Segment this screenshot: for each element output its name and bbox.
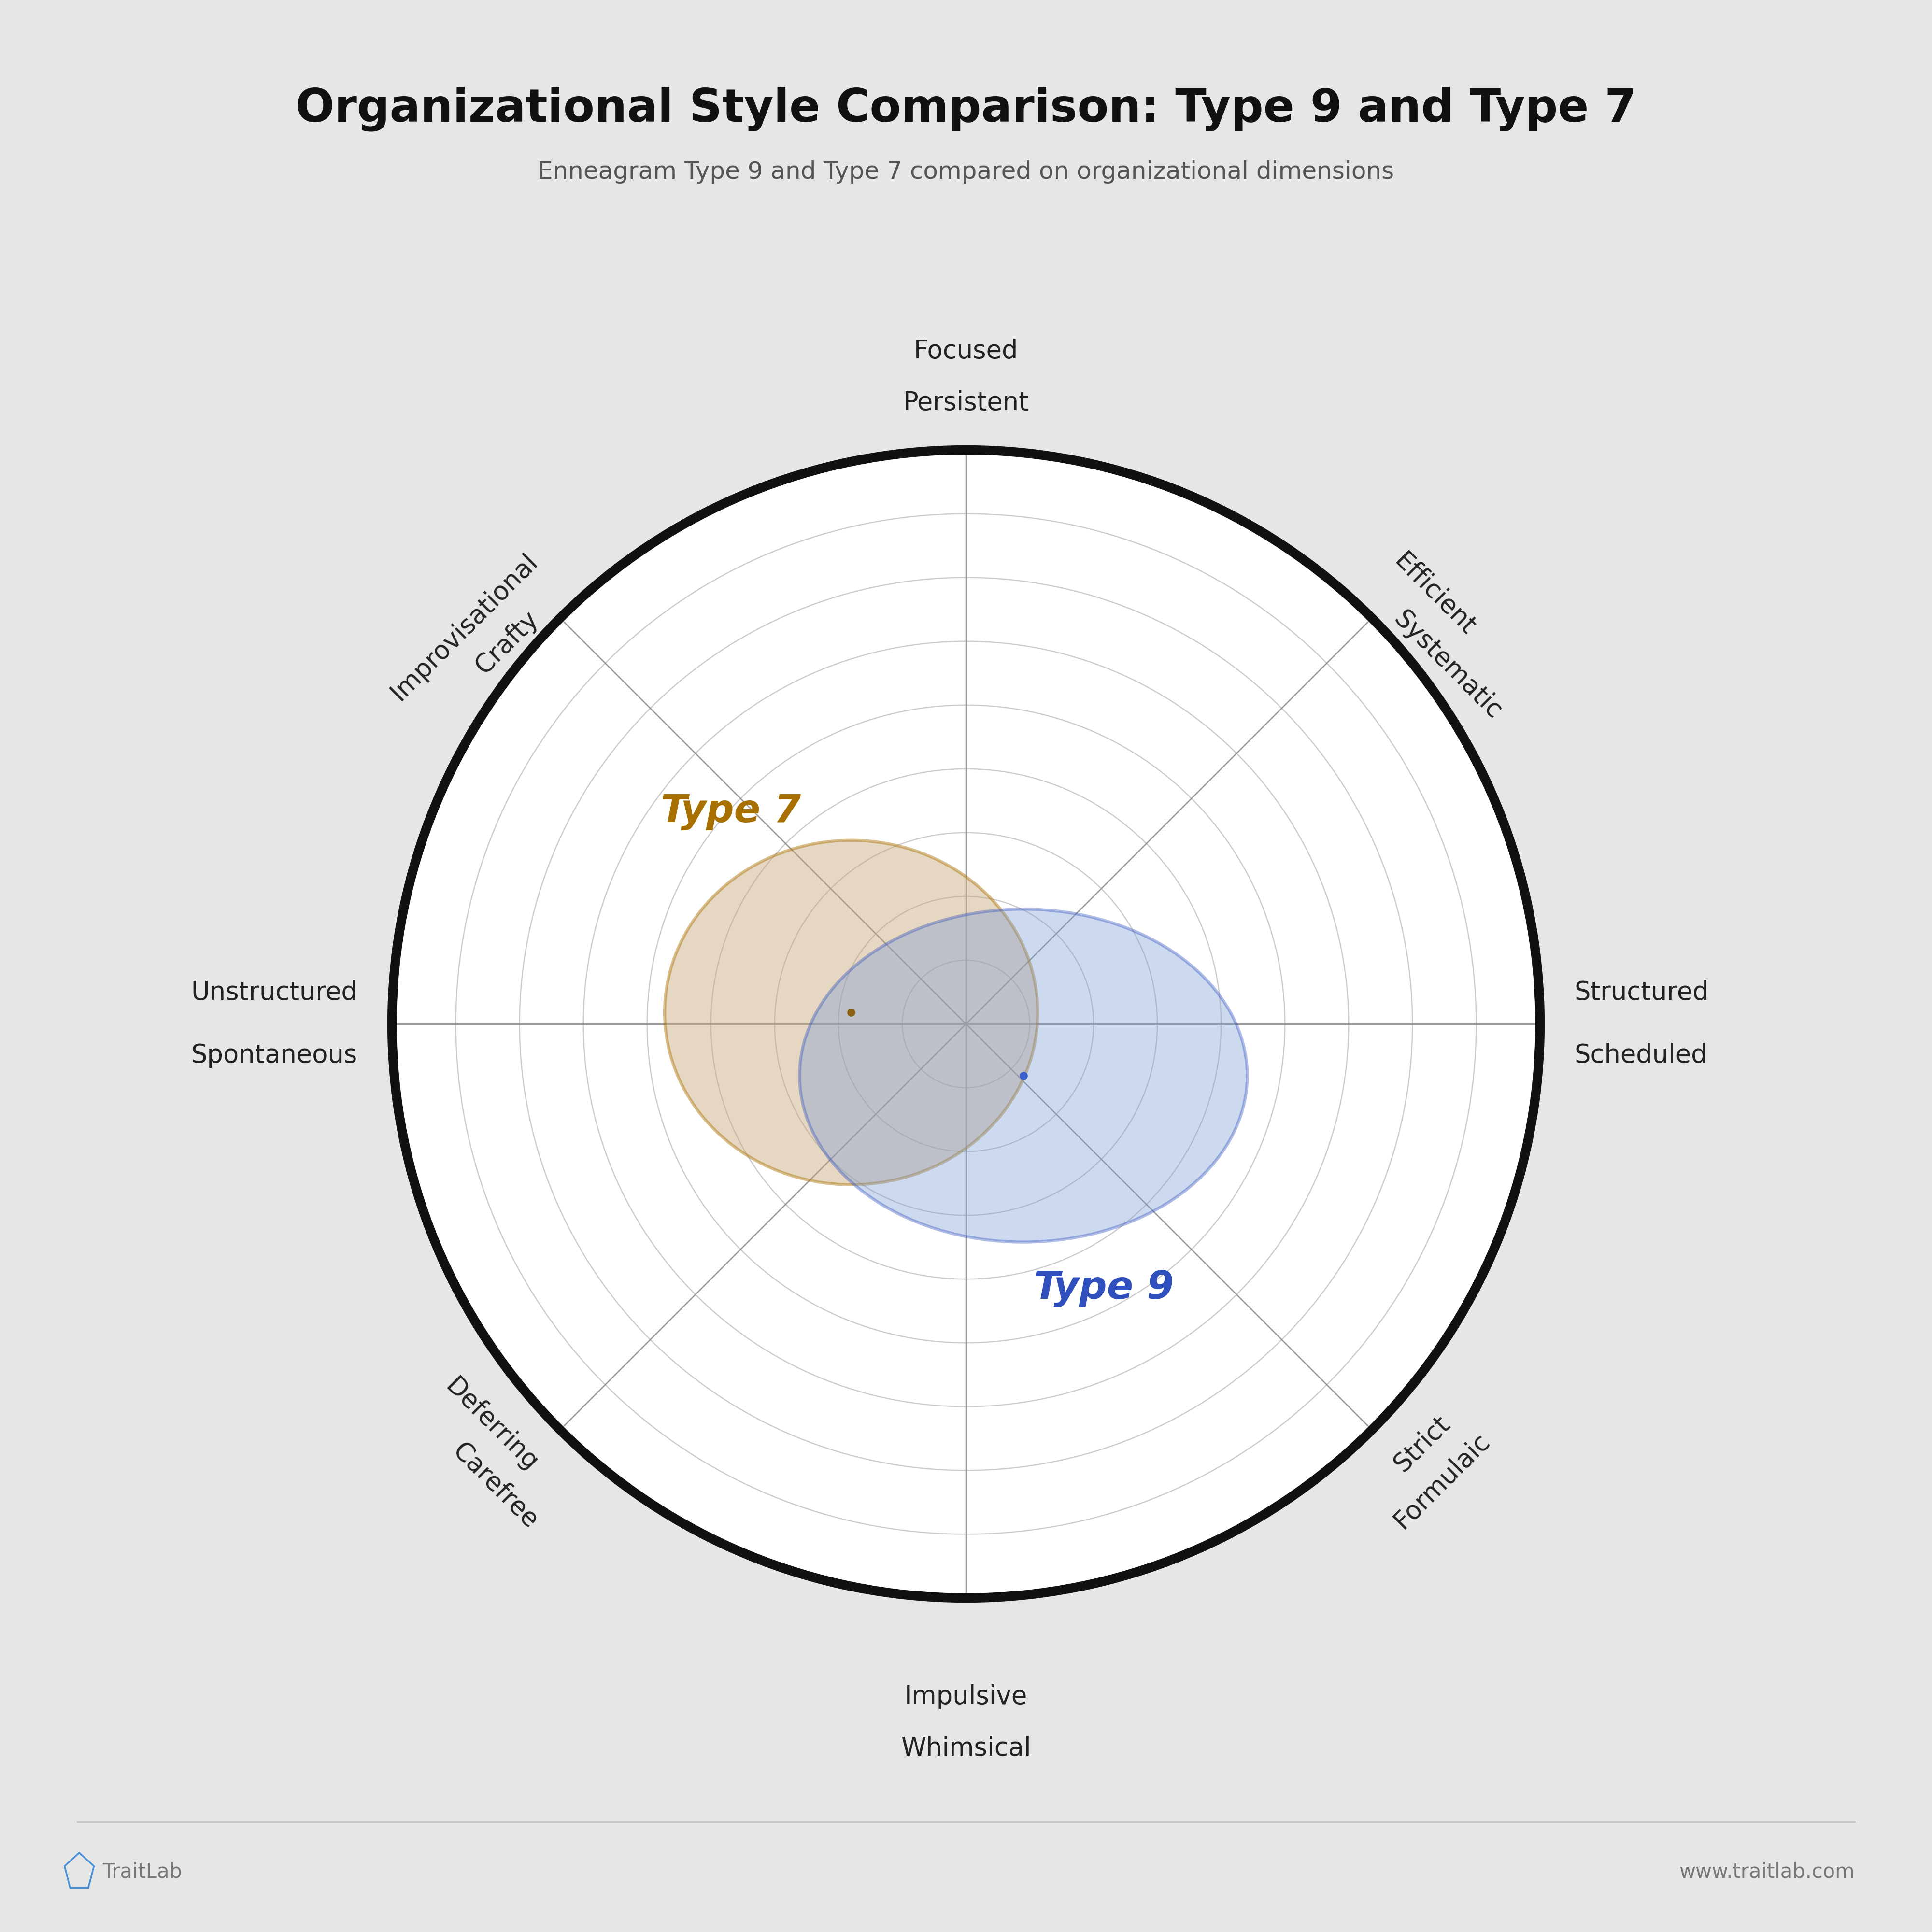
Text: Structured: Structured xyxy=(1575,980,1710,1005)
Text: Enneagram Type 9 and Type 7 compared on organizational dimensions: Enneagram Type 9 and Type 7 compared on … xyxy=(537,160,1395,184)
Text: Efficient: Efficient xyxy=(1389,549,1480,639)
Text: Systematic: Systematic xyxy=(1389,607,1507,724)
Text: Improvisational: Improvisational xyxy=(386,549,543,705)
Ellipse shape xyxy=(665,840,1037,1184)
Text: Whimsical: Whimsical xyxy=(900,1735,1032,1760)
Text: Focused: Focused xyxy=(914,338,1018,363)
Text: Persistent: Persistent xyxy=(902,390,1030,415)
Text: Formulaic: Formulaic xyxy=(1389,1428,1495,1534)
Text: Impulsive: Impulsive xyxy=(904,1685,1028,1710)
Text: Organizational Style Comparison: Type 9 and Type 7: Organizational Style Comparison: Type 9 … xyxy=(296,87,1636,131)
Text: Deferring: Deferring xyxy=(440,1374,543,1476)
Text: Scheduled: Scheduled xyxy=(1575,1043,1708,1068)
Text: Type 7: Type 7 xyxy=(661,792,800,831)
Text: Unstructured: Unstructured xyxy=(191,980,357,1005)
Text: TraitLab: TraitLab xyxy=(102,1862,182,1882)
Circle shape xyxy=(392,450,1540,1598)
Text: Strict: Strict xyxy=(1389,1410,1455,1476)
Text: Carefree: Carefree xyxy=(448,1439,543,1534)
Text: Spontaneous: Spontaneous xyxy=(191,1043,357,1068)
Text: Type 9: Type 9 xyxy=(1034,1269,1175,1306)
Ellipse shape xyxy=(800,910,1248,1242)
Text: Crafty: Crafty xyxy=(469,607,543,678)
Text: www.traitlab.com: www.traitlab.com xyxy=(1679,1862,1855,1882)
